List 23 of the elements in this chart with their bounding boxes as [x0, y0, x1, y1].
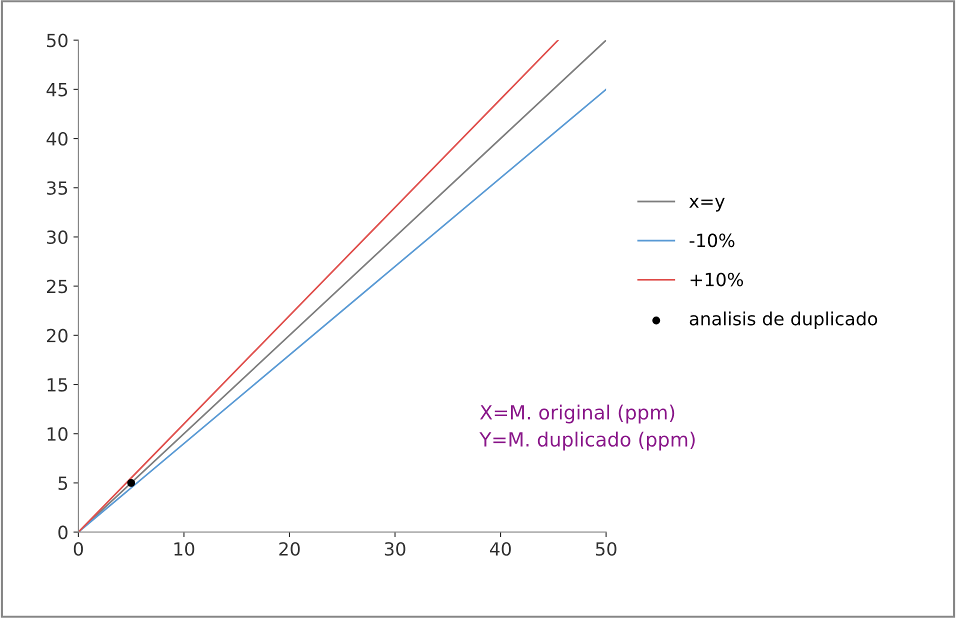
x-tick-label: 40	[490, 542, 511, 556]
y-tick-label: 30	[47, 230, 68, 244]
y-tick-label: 45	[46, 83, 68, 96]
x-tick-label: 50	[596, 542, 616, 556]
y-tick-label: 20	[47, 328, 68, 342]
y-tick-label: 50	[47, 34, 68, 48]
y-tick-label: 25	[47, 280, 68, 294]
legend-label: +10%	[690, 272, 744, 286]
x-tick-label: 0	[74, 542, 83, 556]
x-tick-label: 20	[279, 542, 300, 556]
y-tick-label: 10	[48, 427, 68, 441]
y-tick-label: 5	[58, 476, 68, 490]
y-tick-label: 35	[47, 181, 68, 195]
x-tick-label: 30	[384, 542, 406, 556]
y-tick-label: 0	[58, 526, 68, 540]
y-tick-label: 40	[46, 132, 68, 146]
x-tick-label: 10	[174, 542, 194, 556]
y-tick-label: 15	[48, 378, 68, 392]
legend-label: -10%	[690, 234, 734, 248]
annotation: Y=M. duplicado (ppm)	[479, 432, 695, 450]
legend-label: x=y	[689, 198, 725, 212]
legend-label: analisis de duplicado	[690, 312, 878, 329]
annotation: X=M. original (ppm)	[480, 404, 674, 424]
